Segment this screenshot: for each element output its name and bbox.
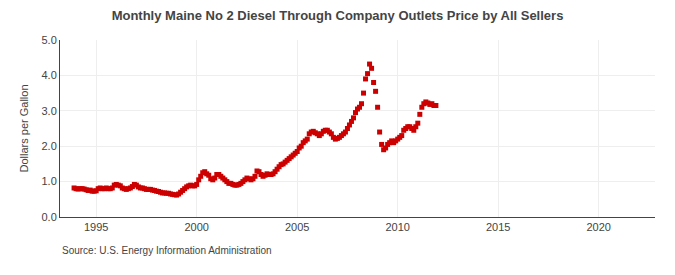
svg-text:0.0: 0.0 bbox=[42, 211, 57, 223]
svg-text:1995: 1995 bbox=[84, 221, 108, 233]
svg-text:2.0: 2.0 bbox=[42, 140, 57, 152]
svg-text:1.0: 1.0 bbox=[42, 175, 57, 187]
svg-text:3.0: 3.0 bbox=[42, 105, 57, 117]
svg-text:Source: U.S. Energy Informatio: Source: U.S. Energy Information Administ… bbox=[62, 245, 272, 256]
svg-text:2010: 2010 bbox=[385, 221, 409, 233]
svg-text:Dollars per Gallon: Dollars per Gallon bbox=[18, 84, 30, 172]
svg-text:2020: 2020 bbox=[586, 221, 610, 233]
svg-text:5.0: 5.0 bbox=[42, 34, 57, 46]
svg-text:4.0: 4.0 bbox=[42, 69, 57, 81]
svg-text:Monthly Maine No 2 Diesel Thro: Monthly Maine No 2 Diesel Through Compan… bbox=[112, 8, 564, 23]
svg-text:2015: 2015 bbox=[486, 221, 510, 233]
svg-text:2005: 2005 bbox=[285, 221, 309, 233]
svg-text:2000: 2000 bbox=[184, 221, 208, 233]
